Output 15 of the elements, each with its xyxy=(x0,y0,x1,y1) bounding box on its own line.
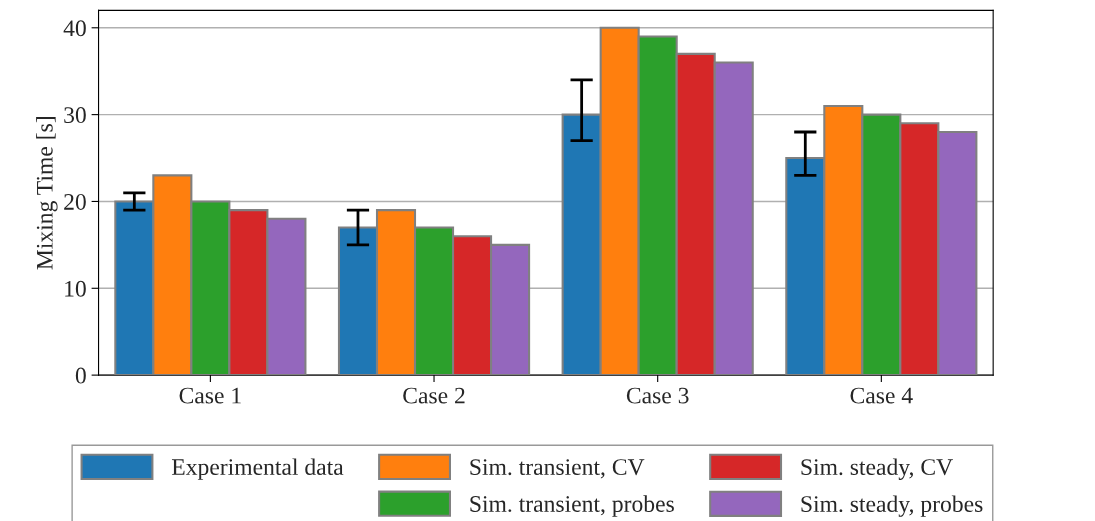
y-tick-label: 30 xyxy=(64,107,86,124)
legend-label: Sim. steady, probes xyxy=(801,495,983,517)
y-tick-label: 40 xyxy=(63,20,86,37)
x-tick-label: Case 4 xyxy=(850,387,913,404)
x-tick-label: Case 3 xyxy=(626,387,689,404)
legend-label: Sim. transient, CV xyxy=(470,459,645,479)
x-tick-label: Case 1 xyxy=(179,387,241,404)
legend-label: Experimental data xyxy=(171,458,344,480)
legend-label: Sim. transient, probes xyxy=(470,495,674,517)
x-tick-label: Case 2 xyxy=(403,387,465,404)
y-tick-label: 10 xyxy=(65,280,86,297)
y-tick-label: 20 xyxy=(64,193,86,210)
y-axis-title: Mixing Time [s] xyxy=(36,117,58,270)
y-tick-label: 0 xyxy=(75,367,86,384)
legend-label: Sim. steady, CV xyxy=(801,458,953,480)
